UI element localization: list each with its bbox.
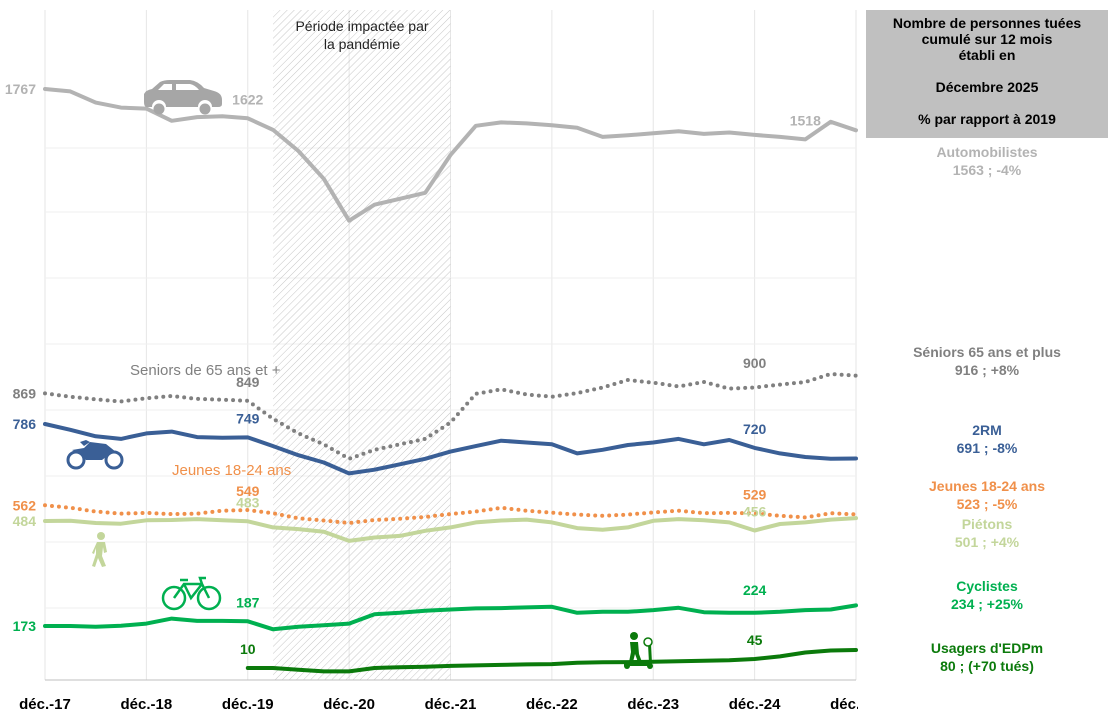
data-label: 1622 bbox=[232, 91, 263, 107]
legend-name: Cyclistes bbox=[956, 578, 1018, 594]
x-tick-label: déc.-23 bbox=[627, 696, 679, 713]
data-label: 484 bbox=[13, 513, 37, 529]
legend-name: Usagers d'EDPm bbox=[930, 640, 1044, 656]
data-label: 849 bbox=[236, 374, 260, 390]
data-label: 456 bbox=[743, 503, 767, 519]
data-label: 749 bbox=[236, 410, 260, 426]
data-label: 1767 bbox=[5, 81, 36, 97]
legend-detail: 523 ; -5% bbox=[956, 496, 1018, 512]
legend-detail: 916 ; +8% bbox=[954, 362, 1020, 378]
data-label: 187 bbox=[236, 594, 260, 610]
legend-detail: 501 ; +4% bbox=[954, 534, 1020, 550]
info-line: établi en bbox=[958, 47, 1016, 63]
legend-name: Jeunes 18-24 ans bbox=[929, 478, 1045, 494]
legend-name: Piétons bbox=[961, 516, 1013, 532]
series-line-5 bbox=[43, 603, 858, 632]
x-tick-label: déc.-18 bbox=[121, 696, 173, 713]
legend-detail: 691 ; -8% bbox=[956, 440, 1018, 456]
legend-jeunes: Jeunes 18-24 ans 523 ; -5% bbox=[866, 477, 1108, 513]
legend-detail: 80 ; (+70 tués) bbox=[940, 658, 1034, 674]
data-label: 900 bbox=[743, 355, 767, 371]
x-tick-label: déc.-21 bbox=[425, 696, 477, 713]
legend-name: 2RM bbox=[972, 422, 1002, 438]
data-label: 869 bbox=[13, 385, 37, 401]
data-label: 529 bbox=[743, 486, 767, 502]
legend-detail: 234 ; +25% bbox=[951, 596, 1023, 612]
series-line-2 bbox=[43, 422, 858, 476]
data-label: 562 bbox=[13, 497, 37, 513]
motorcycle-icon bbox=[66, 440, 124, 470]
data-label: 224 bbox=[743, 582, 767, 598]
data-label: 786 bbox=[13, 416, 37, 432]
info-line: cumulé sur 12 mois bbox=[921, 31, 1053, 47]
data-label: 173 bbox=[13, 618, 37, 634]
seniors-inline-label: Seniors de 65 ans et + bbox=[130, 362, 281, 379]
jeunes-inline-label: Jeunes 18-24 ans bbox=[172, 462, 291, 479]
info-box: Nombre de personnes tuées cumulé sur 12 … bbox=[866, 10, 1108, 138]
legend-automobilistes: Automobilistes 1563 ; -4% bbox=[866, 143, 1108, 179]
legend-2rm: 2RM 691 ; -8% bbox=[866, 421, 1108, 457]
legend-name: Automobilistes bbox=[936, 144, 1038, 160]
info-line: Décembre 2025 bbox=[935, 79, 1039, 95]
x-tick-label: déc.-25 bbox=[830, 696, 858, 713]
pandemic-note-line2: la pandémie bbox=[324, 36, 400, 52]
pedestrian-icon bbox=[92, 532, 107, 567]
series-line-3 bbox=[43, 503, 858, 525]
data-label: 483 bbox=[236, 494, 260, 510]
info-line: % par rapport à 2019 bbox=[918, 111, 1056, 127]
x-tick-label: déc.-20 bbox=[323, 696, 375, 713]
data-label: 1518 bbox=[790, 112, 821, 128]
info-line bbox=[866, 95, 1108, 111]
legend-pietons: Piétons 501 ; +4% bbox=[866, 515, 1108, 551]
x-tick-label: déc.-24 bbox=[729, 696, 781, 713]
series-line-4 bbox=[43, 516, 858, 543]
data-label: 10 bbox=[240, 641, 256, 657]
legend-seniors: Séniors 65 ans et plus 916 ; +8% bbox=[866, 343, 1108, 379]
scooter-rider-icon bbox=[624, 632, 653, 669]
series-line-0 bbox=[43, 87, 858, 223]
pandemic-shaded-area bbox=[273, 10, 451, 680]
x-tick-label: déc.-22 bbox=[526, 696, 578, 713]
data-label: 549 bbox=[236, 483, 260, 499]
x-tick-label: déc.-19 bbox=[222, 696, 274, 713]
x-tick-label: déc.-17 bbox=[19, 696, 71, 713]
car-icon bbox=[144, 80, 222, 115]
bicycle-icon bbox=[161, 576, 222, 611]
series-group bbox=[43, 87, 858, 674]
legend-edpm: Usagers d'EDPm 80 ; (+70 tués) bbox=[866, 639, 1108, 675]
data-label: 720 bbox=[743, 421, 767, 437]
legend-detail: 1563 ; -4% bbox=[952, 162, 1022, 178]
x-axis: déc.-17 déc.-18 déc.-19 déc.-20 déc.-21 déc.-… bbox=[19, 679, 858, 713]
legend-cyclistes: Cyclistes 234 ; +25% bbox=[866, 577, 1108, 613]
series-line-6 bbox=[245, 648, 858, 674]
info-line: Nombre de personnes tuées bbox=[892, 15, 1082, 31]
data-label: 45 bbox=[747, 632, 763, 648]
pandemic-note-line1: Période impactée par bbox=[295, 18, 428, 34]
info-line bbox=[866, 63, 1108, 79]
legend-name: Séniors 65 ans et plus bbox=[913, 344, 1061, 360]
